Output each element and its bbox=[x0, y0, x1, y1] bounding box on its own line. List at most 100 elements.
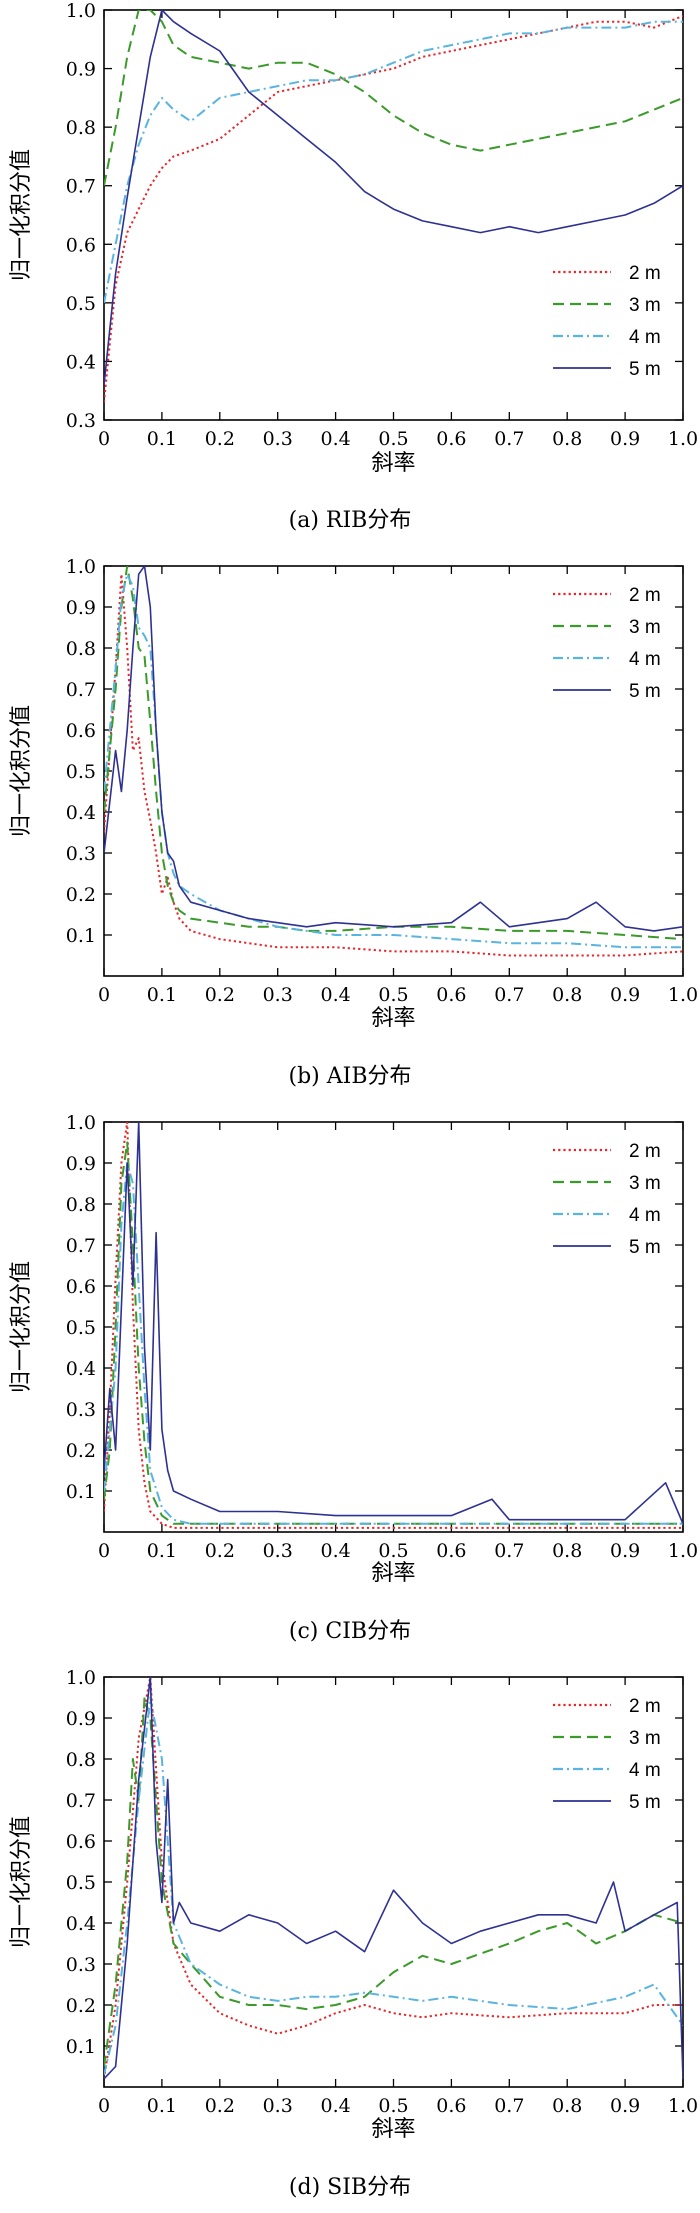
series-line-3m bbox=[104, 1696, 683, 2067]
series-line-4m bbox=[104, 1162, 683, 1525]
series-line-3m bbox=[104, 566, 683, 941]
legend: 2 m 3 m 4 m 5 m bbox=[553, 1141, 661, 1258]
y-tick-label: 1.0 bbox=[66, 1112, 96, 1134]
y-tick-label: 0.5 bbox=[66, 1872, 96, 1894]
series-line-5m bbox=[104, 566, 683, 932]
x-tick-label: 0.3 bbox=[263, 2095, 293, 2117]
chart-panel-3: 0 0.1 0.2 0.3 0.4 0.5 0.6 0.7 0.8 0.9 1.0 0.1 0.2 0.3… bbox=[9, 1112, 698, 1644]
y-tick-label: 0.8 bbox=[66, 1194, 96, 1216]
y-tick-label: 0.7 bbox=[66, 1790, 96, 1812]
legend-label: 3 m bbox=[629, 1728, 661, 1749]
y-tick-label: 0.1 bbox=[66, 1481, 96, 1503]
series-line-4m bbox=[104, 1696, 683, 2075]
series-line-4m bbox=[104, 20, 683, 304]
x-tick-label: 0.2 bbox=[205, 2095, 235, 2117]
series-line-4m bbox=[104, 573, 683, 949]
x-tick-label: 0.4 bbox=[320, 428, 350, 450]
x-tick-label: 1.0 bbox=[668, 428, 698, 450]
legend: 2 m 3 m 4 m 5 m bbox=[553, 263, 661, 380]
x-tick-label: 0.1 bbox=[147, 1540, 177, 1562]
y-tick-label: 0.3 bbox=[66, 410, 96, 432]
x-tick-label: 0.4 bbox=[320, 984, 350, 1006]
legend-label: 4 m bbox=[629, 327, 661, 348]
panel-caption: (a) RIB分布 bbox=[289, 508, 412, 533]
legend-label: 3 m bbox=[629, 295, 661, 316]
x-tick-label: 0.4 bbox=[320, 2095, 350, 2117]
y-tick-label: 0.9 bbox=[66, 59, 96, 81]
x-tick-label: 0.1 bbox=[147, 2095, 177, 2117]
y-tick-label: 0.7 bbox=[66, 679, 96, 701]
x-tick-label: 0.9 bbox=[610, 2095, 640, 2117]
legend-label: 4 m bbox=[629, 1205, 661, 1226]
x-axis-title: 斜率 bbox=[371, 1006, 415, 1031]
y-tick-label: 0.5 bbox=[66, 1317, 96, 1339]
legend-label: 3 m bbox=[629, 1173, 661, 1194]
y-tick-label: 0.5 bbox=[66, 293, 96, 315]
chart-panel-1: 0 0.1 0.2 0.3 0.4 0.5 0.6 0.7 0.8 0.9 1.0 0.3 0.4 0.5… bbox=[9, 0, 698, 533]
y-tick-label: 0.6 bbox=[66, 1276, 96, 1298]
y-axis-title: 归一化积分值 bbox=[9, 1261, 34, 1393]
y-tick-label: 1.0 bbox=[66, 556, 96, 578]
x-tick-label: 1.0 bbox=[668, 984, 698, 1006]
y-tick-label: 0.2 bbox=[66, 1995, 96, 2017]
x-tick-label: 0 bbox=[98, 428, 110, 450]
y-axis-title: 归一化积分值 bbox=[9, 149, 34, 281]
legend-label: 4 m bbox=[629, 649, 661, 670]
series-line-5m bbox=[104, 1122, 683, 1525]
panel-caption: (b) AIB分布 bbox=[289, 1064, 412, 1089]
y-tick-label: 0.3 bbox=[66, 1399, 96, 1421]
legend-label: 5 m bbox=[629, 359, 661, 380]
legend-label: 2 m bbox=[629, 1696, 661, 1717]
x-tick-label: 0.8 bbox=[552, 1540, 582, 1562]
x-tick-label: 0.3 bbox=[263, 984, 293, 1006]
series-line-5m bbox=[104, 10, 683, 385]
x-tick-label: 0 bbox=[98, 984, 110, 1006]
panel-caption: (c) CIB分布 bbox=[289, 1619, 411, 1644]
x-tick-label: 0.8 bbox=[552, 2095, 582, 2117]
x-tick-label: 0.1 bbox=[147, 984, 177, 1006]
chart-panel-2: 0 0.1 0.2 0.3 0.4 0.5 0.6 0.7 0.8 0.9 1.0 0.1 0.2 0.3… bbox=[9, 556, 698, 1089]
y-tick-label: 0.6 bbox=[66, 720, 96, 742]
x-tick-label: 0.2 bbox=[205, 428, 235, 450]
x-tick-label: 0.5 bbox=[378, 984, 408, 1006]
y-tick-label: 0.3 bbox=[66, 843, 96, 865]
y-tick-label: 0.4 bbox=[66, 1358, 96, 1380]
y-tick-label: 0.9 bbox=[66, 1153, 96, 1175]
x-tick-label: 0.6 bbox=[436, 428, 466, 450]
plot-frame bbox=[103, 565, 684, 977]
x-tick-label: 0.4 bbox=[320, 1540, 350, 1562]
legend: 2 m 3 m 4 m 5 m bbox=[553, 1696, 661, 1813]
x-axis-title: 斜率 bbox=[371, 451, 415, 476]
x-tick-label: 0.5 bbox=[378, 428, 408, 450]
x-tick-label: 0.6 bbox=[436, 1540, 466, 1562]
legend-label: 2 m bbox=[629, 585, 661, 606]
x-tick-label: 0.1 bbox=[147, 428, 177, 450]
x-axis-title: 斜率 bbox=[371, 1561, 415, 1586]
y-tick-label: 0.4 bbox=[66, 1913, 96, 1935]
y-tick-label: 0.6 bbox=[66, 1831, 96, 1853]
x-tick-label: 0 bbox=[98, 1540, 110, 1562]
x-tick-label: 0.5 bbox=[378, 1540, 408, 1562]
y-tick-label: 0.6 bbox=[66, 234, 96, 256]
legend: 2 m 3 m 4 m 5 m bbox=[553, 585, 661, 702]
x-tick-label: 0.8 bbox=[552, 428, 582, 450]
y-tick-label: 0.8 bbox=[66, 638, 96, 660]
y-tick-label: 0.5 bbox=[66, 761, 96, 783]
series-line-3m bbox=[104, 10, 683, 186]
legend-label: 2 m bbox=[629, 1141, 661, 1162]
y-tick-label: 1.0 bbox=[66, 0, 96, 22]
y-tick-label: 0.2 bbox=[66, 884, 96, 906]
legend-label: 5 m bbox=[629, 1237, 661, 1258]
x-tick-label: 0.7 bbox=[494, 1540, 524, 1562]
y-tick-label: 0.3 bbox=[66, 1954, 96, 1976]
x-tick-label: 0.7 bbox=[494, 984, 524, 1006]
x-tick-label: 0.6 bbox=[436, 984, 466, 1006]
x-axis-title: 斜率 bbox=[371, 2117, 415, 2142]
x-tick-label: 0.2 bbox=[205, 984, 235, 1006]
y-tick-label: 0.4 bbox=[66, 802, 96, 824]
series-line-3m bbox=[104, 1141, 683, 1525]
x-tick-label: 0.3 bbox=[263, 428, 293, 450]
legend-label: 2 m bbox=[629, 263, 661, 284]
x-tick-label: 0.8 bbox=[552, 984, 582, 1006]
